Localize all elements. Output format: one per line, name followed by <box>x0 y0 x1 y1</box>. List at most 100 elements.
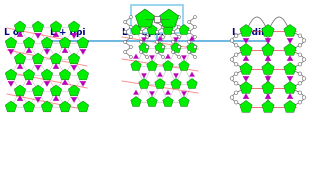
Circle shape <box>298 91 302 94</box>
Circle shape <box>266 77 270 80</box>
Polygon shape <box>62 47 68 53</box>
Circle shape <box>298 43 302 47</box>
Circle shape <box>187 30 191 33</box>
Polygon shape <box>68 21 80 32</box>
Circle shape <box>162 36 165 39</box>
Polygon shape <box>44 81 50 87</box>
Polygon shape <box>32 85 44 96</box>
Polygon shape <box>41 101 53 112</box>
Polygon shape <box>284 43 296 55</box>
Polygon shape <box>265 56 271 61</box>
Polygon shape <box>179 97 189 106</box>
FancyBboxPatch shape <box>131 5 183 33</box>
Polygon shape <box>77 101 89 112</box>
Polygon shape <box>35 97 41 102</box>
Polygon shape <box>173 37 179 42</box>
Text: L or: L or <box>4 28 23 37</box>
Polygon shape <box>62 80 68 85</box>
Polygon shape <box>147 25 157 34</box>
Circle shape <box>140 30 142 33</box>
Circle shape <box>140 40 142 43</box>
Polygon shape <box>14 85 26 96</box>
Polygon shape <box>50 85 62 96</box>
Circle shape <box>146 46 148 49</box>
Polygon shape <box>284 81 296 93</box>
Polygon shape <box>240 43 252 55</box>
Polygon shape <box>32 53 44 64</box>
Circle shape <box>230 77 234 80</box>
Polygon shape <box>240 101 252 112</box>
Polygon shape <box>189 36 195 40</box>
Polygon shape <box>157 72 162 77</box>
Circle shape <box>298 62 302 66</box>
Polygon shape <box>284 63 296 74</box>
Polygon shape <box>240 25 252 36</box>
Polygon shape <box>59 69 71 80</box>
Polygon shape <box>287 94 293 99</box>
Circle shape <box>187 20 191 23</box>
Circle shape <box>234 34 238 38</box>
Circle shape <box>298 81 302 85</box>
Circle shape <box>266 34 270 38</box>
Polygon shape <box>26 80 32 85</box>
Polygon shape <box>5 69 17 80</box>
Polygon shape <box>173 74 179 78</box>
Polygon shape <box>44 49 50 54</box>
Circle shape <box>234 62 238 66</box>
Circle shape <box>146 26 148 29</box>
Polygon shape <box>163 60 173 70</box>
Polygon shape <box>23 101 35 112</box>
Polygon shape <box>80 81 86 87</box>
Polygon shape <box>14 21 26 32</box>
Polygon shape <box>265 94 271 99</box>
Polygon shape <box>59 101 71 112</box>
Polygon shape <box>35 65 41 70</box>
Polygon shape <box>35 33 41 39</box>
Polygon shape <box>182 91 187 96</box>
Polygon shape <box>50 53 62 64</box>
Circle shape <box>266 62 270 66</box>
Polygon shape <box>165 90 171 94</box>
Polygon shape <box>139 78 149 88</box>
Polygon shape <box>182 56 187 60</box>
Circle shape <box>162 46 165 49</box>
Polygon shape <box>50 21 62 32</box>
Circle shape <box>193 36 197 39</box>
Circle shape <box>130 15 132 19</box>
Polygon shape <box>157 36 162 40</box>
Circle shape <box>302 77 306 80</box>
Polygon shape <box>133 90 139 94</box>
Circle shape <box>177 26 181 29</box>
Polygon shape <box>131 60 141 70</box>
Circle shape <box>266 43 270 47</box>
Polygon shape <box>189 72 195 77</box>
Circle shape <box>234 100 238 104</box>
Polygon shape <box>131 97 141 106</box>
Circle shape <box>230 96 234 99</box>
Polygon shape <box>287 76 293 81</box>
Polygon shape <box>8 49 14 54</box>
Polygon shape <box>147 97 157 106</box>
Polygon shape <box>17 95 23 101</box>
Circle shape <box>266 72 270 76</box>
Polygon shape <box>5 101 17 112</box>
Polygon shape <box>77 69 89 80</box>
Circle shape <box>266 81 270 85</box>
Circle shape <box>130 36 132 39</box>
Polygon shape <box>131 25 141 34</box>
Polygon shape <box>149 56 155 60</box>
Polygon shape <box>243 94 249 99</box>
Polygon shape <box>71 97 77 102</box>
Polygon shape <box>71 33 77 39</box>
Circle shape <box>140 50 142 53</box>
Polygon shape <box>41 69 53 80</box>
Circle shape <box>162 56 165 59</box>
Polygon shape <box>141 37 146 42</box>
Polygon shape <box>243 38 249 43</box>
Circle shape <box>172 30 175 33</box>
Polygon shape <box>136 9 155 27</box>
Text: L + bpbi: L + bpbi <box>122 28 164 37</box>
Circle shape <box>234 53 238 57</box>
Polygon shape <box>154 16 160 22</box>
Circle shape <box>234 81 238 85</box>
